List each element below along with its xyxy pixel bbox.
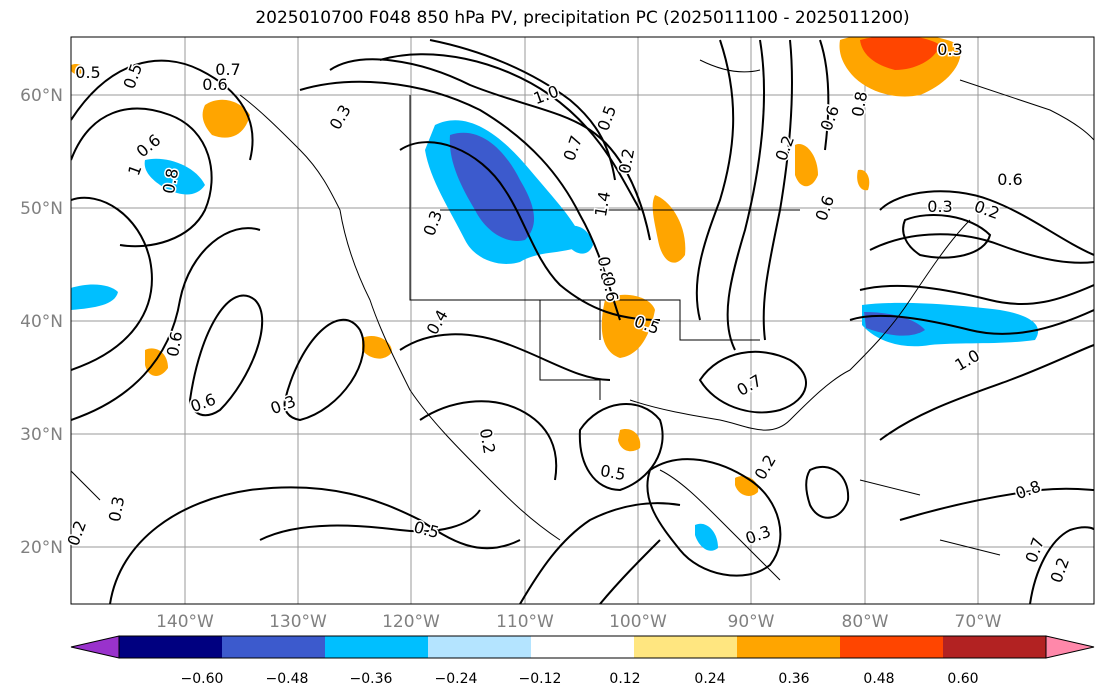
colorbar-segment xyxy=(943,636,1047,658)
colorbar-labels: −0.60 −0.48 −0.36 −0.24 −0.12 0.12 0.24 … xyxy=(181,671,979,687)
colorbar-segment xyxy=(737,636,841,658)
colorbar-tick-label: 0.12 xyxy=(609,671,640,687)
colorbar-segment xyxy=(222,636,326,658)
coastlines xyxy=(71,59,1094,581)
lat-label: 40°N xyxy=(20,312,63,332)
contour-label: 0.3 xyxy=(927,197,952,216)
lon-label: 90°W xyxy=(728,612,775,632)
colorbar-tick-label: −0.36 xyxy=(350,671,393,687)
colorbar-extend-high xyxy=(1045,635,1095,659)
contour-label: 0.3 xyxy=(937,40,962,59)
lon-label: 80°W xyxy=(842,612,889,632)
colorbar-segment xyxy=(840,636,944,658)
contour-label: 1.4 xyxy=(591,190,614,218)
contour-label: 0.6 xyxy=(163,330,186,358)
colorbar xyxy=(70,635,1095,659)
plot-frame xyxy=(70,36,1095,605)
colorbar-segment xyxy=(531,636,635,658)
lon-label: 110°W xyxy=(496,612,554,632)
contour-label: 0.6 xyxy=(997,170,1022,189)
lat-label: 20°N xyxy=(20,538,63,558)
lat-label: 50°N xyxy=(20,199,63,219)
colorbar-extend-low xyxy=(70,635,120,659)
colorbar-tick-label: −0.24 xyxy=(435,671,478,687)
lat-label: 60°N xyxy=(20,86,63,106)
latitude-labels: 60°N 50°N 40°N 30°N 20°N xyxy=(20,86,63,558)
contour-label: 0.6 xyxy=(202,75,227,94)
colorbar-tick-label: −0.12 xyxy=(519,671,562,687)
graticule xyxy=(71,37,1094,604)
colorbar-tick-label: 0.24 xyxy=(694,671,725,687)
colorbar-frame xyxy=(118,635,1047,659)
longitude-labels: 140°W 130°W 120°W 110°W 100°W 90°W 80°W … xyxy=(156,612,1002,632)
colorbar-tick-label: 0.48 xyxy=(863,671,894,687)
lon-label: 100°W xyxy=(609,612,667,632)
colorbar-tick-label: −0.60 xyxy=(181,671,224,687)
lon-label: 70°W xyxy=(955,612,1002,632)
colorbar-segment xyxy=(119,636,223,658)
lon-label: 140°W xyxy=(156,612,214,632)
colorbar-tick-label: 0.36 xyxy=(778,671,809,687)
colorbar-tick-label: 0.60 xyxy=(947,671,978,687)
colorbar-segment xyxy=(428,636,532,658)
map-title: 2025010700 F048 850 hPa PV, precipitatio… xyxy=(255,8,910,28)
contour-label: 0.8 xyxy=(848,90,871,118)
colorbar-segment xyxy=(325,636,429,658)
contour-label: 0.5 xyxy=(75,63,100,82)
lon-label: 130°W xyxy=(269,612,327,632)
lat-label: 30°N xyxy=(20,425,63,445)
colorbar-tick-label: −0.48 xyxy=(266,671,309,687)
contour-label: 0.7 xyxy=(215,60,240,79)
colorbar-segment xyxy=(634,636,738,658)
lon-label: 120°W xyxy=(382,612,440,632)
